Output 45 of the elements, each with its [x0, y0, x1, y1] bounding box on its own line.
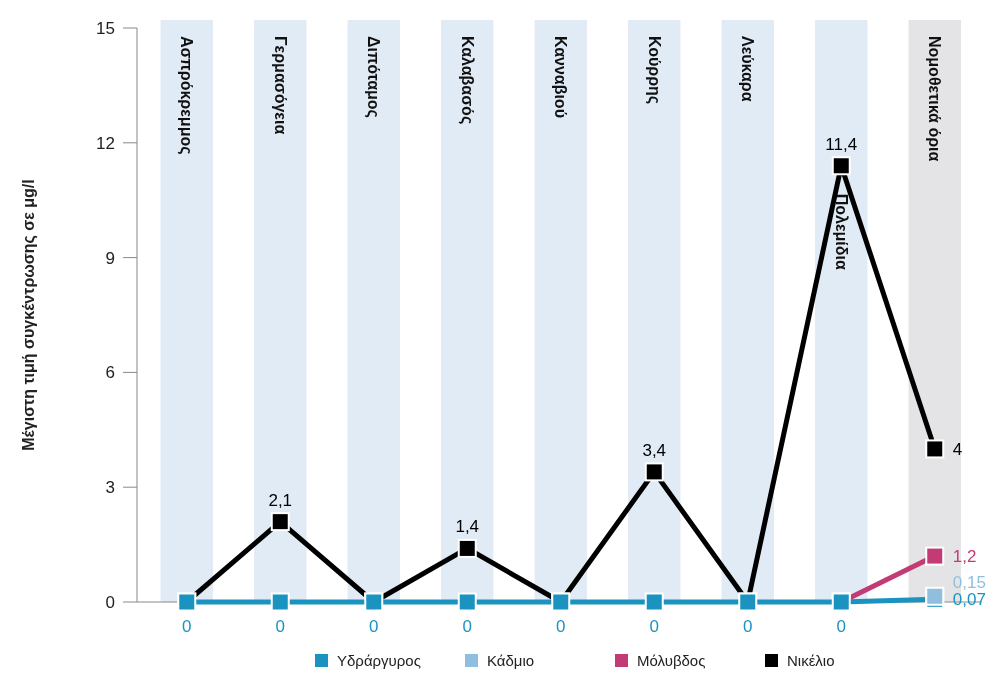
point: [270, 592, 290, 612]
point: [925, 546, 945, 566]
point: [457, 538, 477, 558]
legend-label: Υδράργυρος: [337, 652, 421, 670]
data-label: 0: [836, 617, 846, 636]
data-label: 0,15: [952, 573, 986, 593]
legend-label: Μόλυβδος: [637, 652, 706, 670]
data-label: 1,4: [455, 517, 480, 537]
y-axis-title: Μέγιστη τιμή συγκέντρωσης σε μg/l: [20, 179, 38, 451]
x-tick-label: Κούρρης: [644, 36, 663, 105]
y-tick-label: 12: [96, 133, 115, 153]
data-label: 0: [649, 617, 659, 636]
data-label: 11,4: [825, 134, 858, 154]
data-label: 0: [369, 617, 379, 636]
point: [925, 439, 945, 459]
x-tick-label: Ασπρόκρεμμος: [177, 36, 196, 155]
x-tick-label: Καλαβασός: [457, 36, 476, 125]
x-tick-label: Διπόταμος: [364, 36, 383, 118]
data-label: 0: [556, 617, 566, 636]
data-label: 3,4: [642, 440, 667, 460]
y-tick-label: 6: [105, 363, 115, 383]
data-label: 0: [275, 617, 285, 636]
point: [457, 592, 477, 612]
data-label: 0: [743, 617, 753, 636]
x-tick-label: Γερμασόγεια: [271, 36, 289, 135]
point: [644, 462, 664, 482]
y-tick-label: 9: [105, 248, 115, 268]
x-tick-label: Κανναβιού: [552, 36, 570, 118]
y-tick-label: 3: [105, 478, 115, 498]
data-label: 1,2: [952, 547, 977, 567]
data-label: 0: [462, 617, 472, 636]
x-tick-label: Πολεμίδια: [832, 193, 850, 270]
y-tick-label: 0: [105, 592, 115, 612]
x-tick-label: Λεύκαρα: [739, 36, 757, 102]
legend-label: Νικέλιο: [787, 652, 835, 670]
point: [831, 156, 851, 176]
x-tick-label: Νομοθετικά όρια: [926, 36, 944, 162]
data-label: 0,07: [952, 590, 986, 610]
point: [644, 592, 664, 612]
data-label: 2,1: [268, 490, 293, 510]
legend-label: Κάδμιο: [487, 652, 535, 670]
data-label: 4: [952, 439, 963, 459]
data-label: 0: [182, 617, 192, 636]
y-tick-label: 15: [96, 18, 115, 38]
point: [270, 512, 290, 532]
